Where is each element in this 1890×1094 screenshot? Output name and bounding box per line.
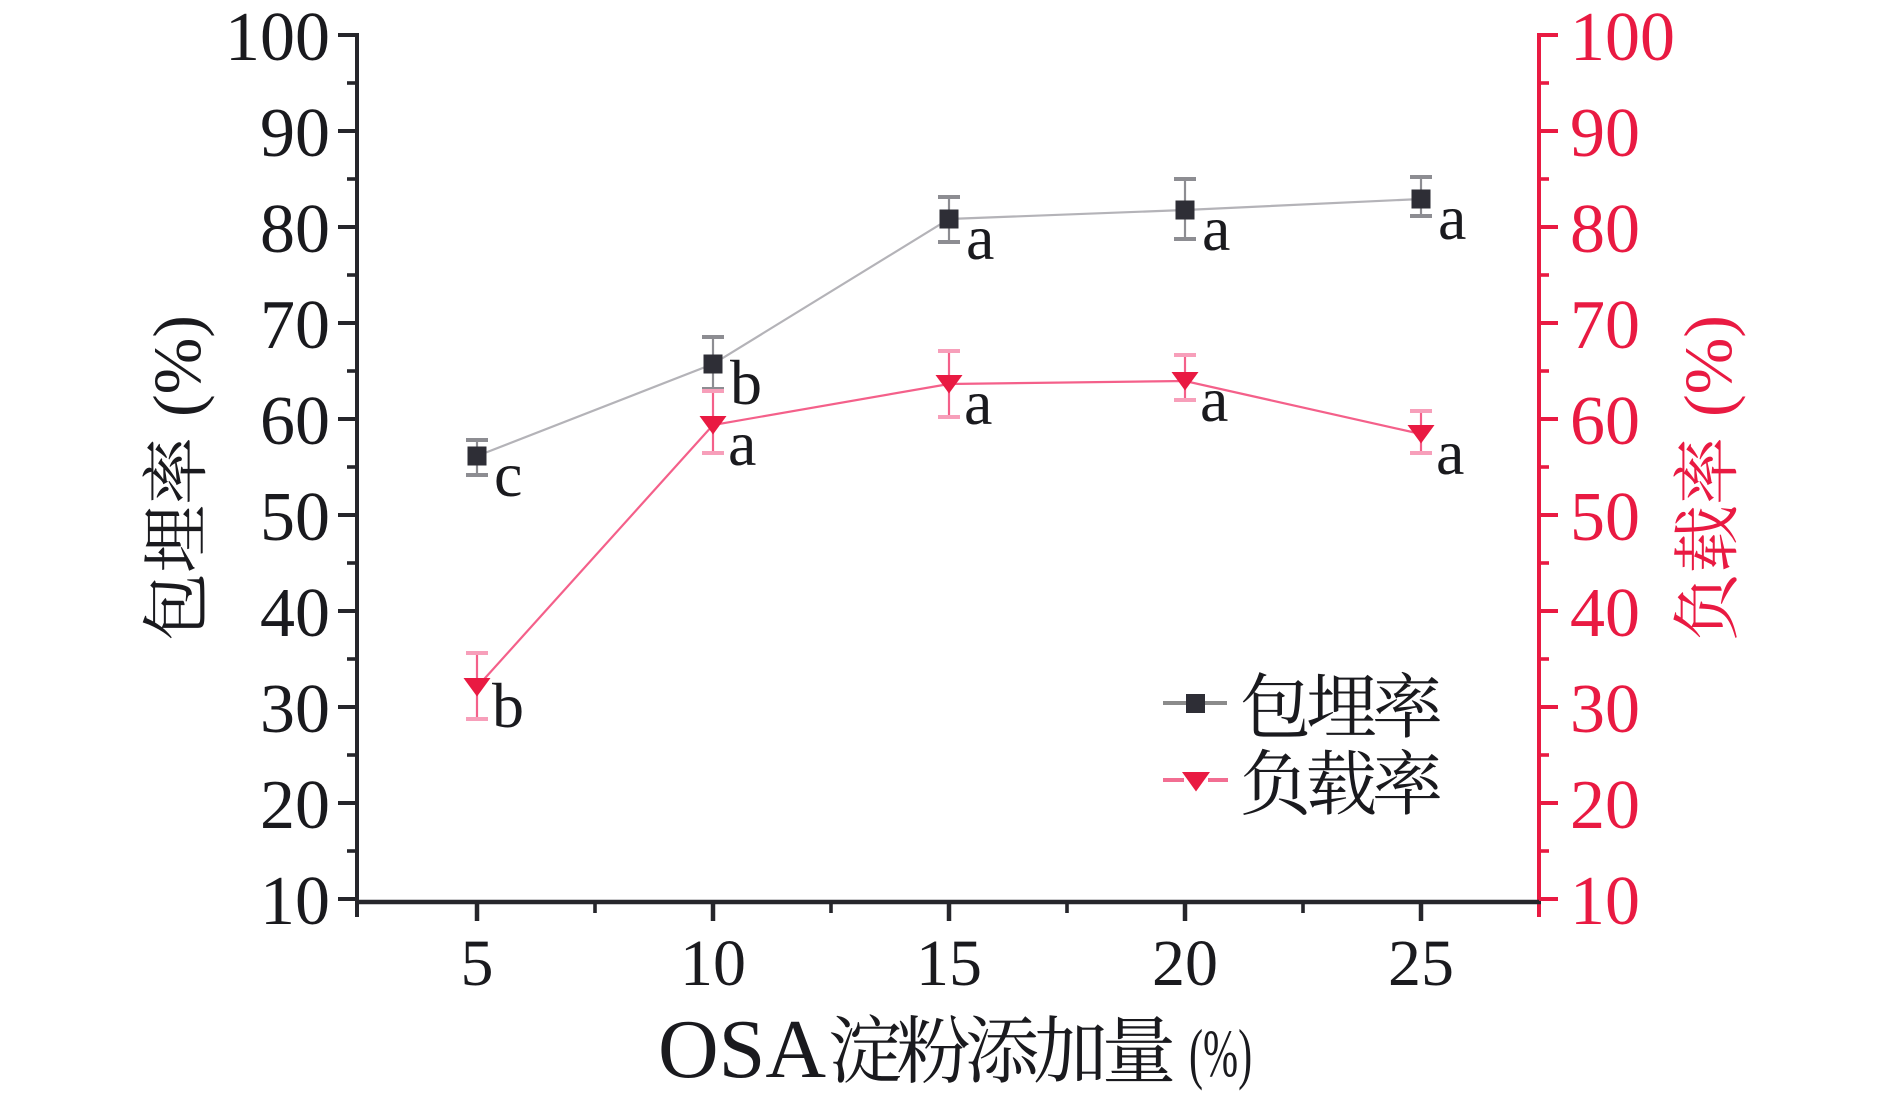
svg-text:a: a — [728, 408, 756, 479]
svg-text:OSA: OSA — [658, 1003, 826, 1094]
svg-text:80: 80 — [260, 191, 330, 268]
svg-text:c: c — [494, 439, 522, 510]
svg-text:10: 10 — [680, 927, 746, 1000]
svg-text:90: 90 — [1570, 95, 1640, 172]
svg-text:50: 50 — [1570, 479, 1640, 556]
svg-text:(%): (%) — [139, 315, 215, 417]
svg-text:a: a — [1200, 364, 1228, 435]
svg-text:90: 90 — [260, 95, 330, 172]
svg-text:20: 20 — [1570, 767, 1640, 844]
svg-text:40: 40 — [260, 575, 330, 652]
svg-text:(%): (%) — [1670, 315, 1746, 417]
svg-text:5: 5 — [461, 927, 494, 1000]
svg-text:25: 25 — [1388, 927, 1454, 1000]
svg-text:(%): (%) — [1189, 1017, 1252, 1092]
svg-text:a: a — [1436, 417, 1464, 488]
svg-text:a: a — [964, 367, 992, 438]
svg-text:60: 60 — [260, 383, 330, 460]
svg-text:15: 15 — [916, 927, 982, 1000]
svg-text:70: 70 — [260, 287, 330, 364]
svg-text:a: a — [1438, 182, 1466, 253]
svg-text:b: b — [492, 670, 524, 741]
svg-text:100: 100 — [1570, 0, 1675, 76]
svg-text:100: 100 — [225, 0, 330, 76]
svg-text:20: 20 — [260, 767, 330, 844]
svg-text:30: 30 — [1570, 671, 1640, 748]
svg-text:a: a — [1202, 193, 1230, 264]
svg-text:40: 40 — [1570, 575, 1640, 652]
svg-text:30: 30 — [260, 671, 330, 748]
svg-text:60: 60 — [1570, 383, 1640, 460]
svg-text:50: 50 — [260, 479, 330, 556]
svg-text:10: 10 — [1570, 863, 1640, 940]
svg-text:b: b — [730, 347, 762, 418]
svg-text:70: 70 — [1570, 287, 1640, 364]
svg-text:a: a — [966, 202, 994, 273]
svg-text:20: 20 — [1152, 927, 1218, 1000]
svg-text:80: 80 — [1570, 191, 1640, 268]
svg-text:10: 10 — [260, 863, 330, 940]
